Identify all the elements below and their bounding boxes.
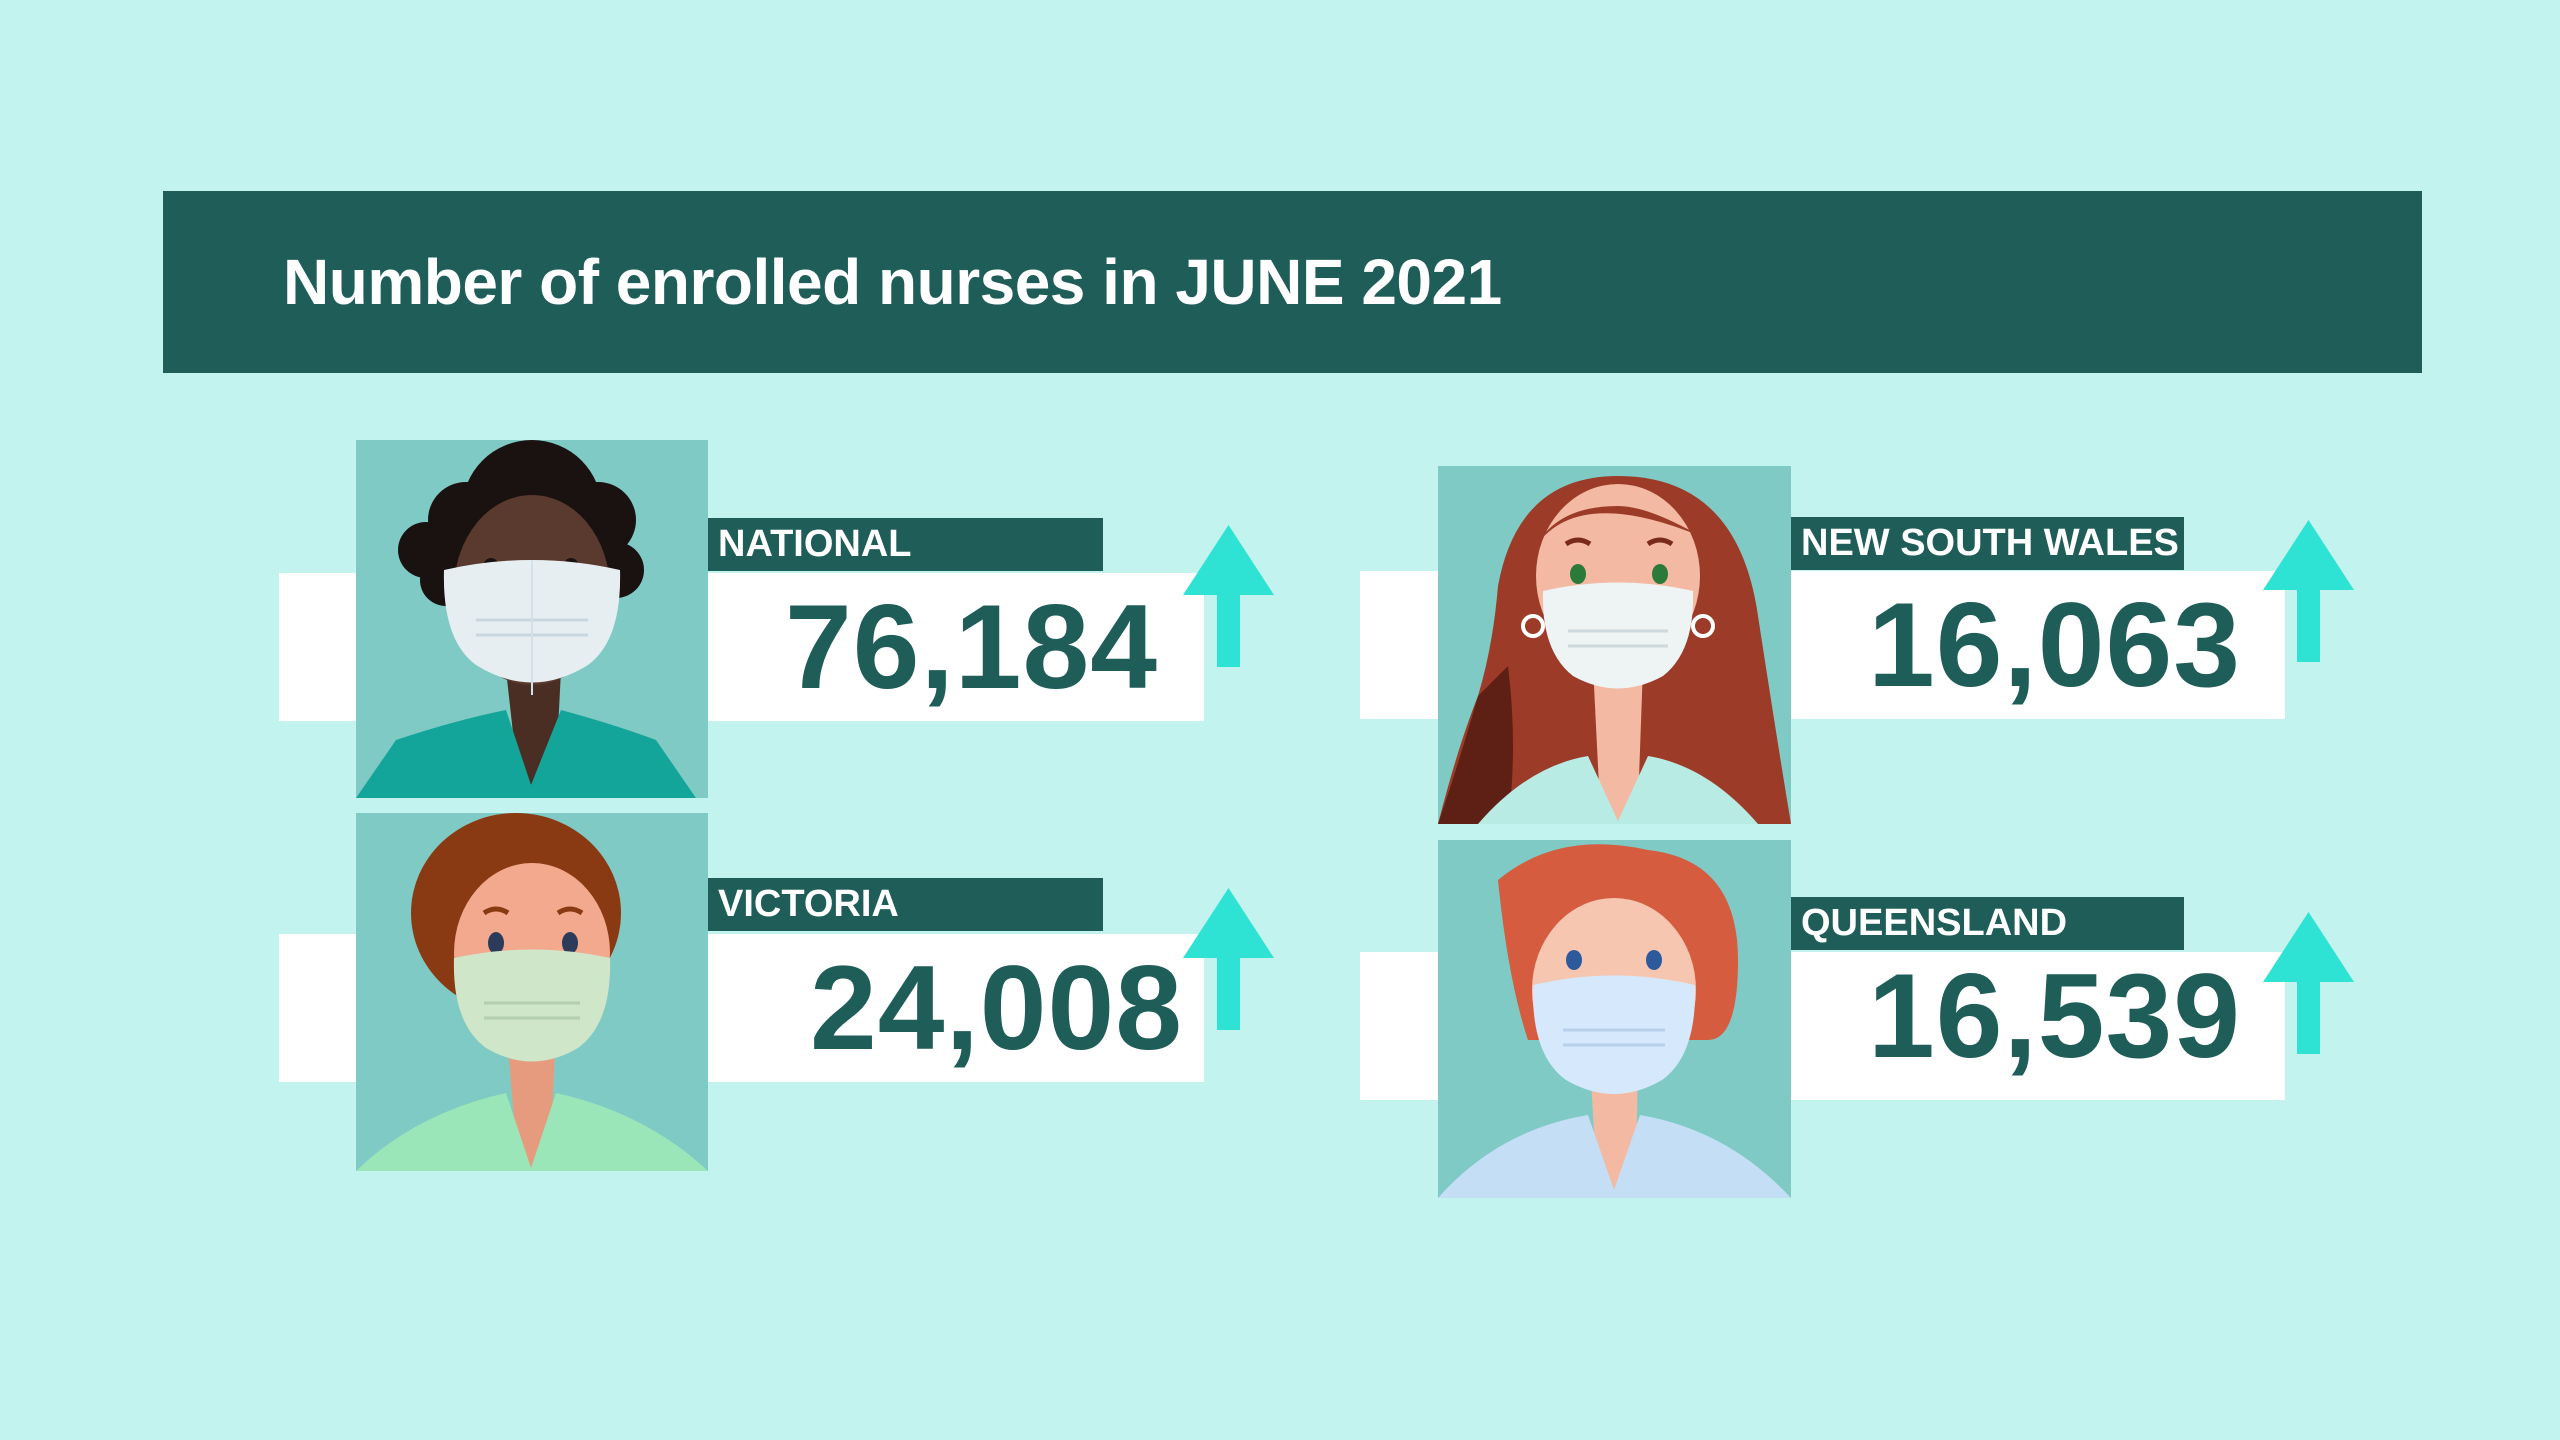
up-arrow-icon (2263, 520, 2354, 662)
stat-value: 16,539 (1867, 949, 2241, 1083)
stat-label: VICTORIA (708, 878, 1103, 931)
stat-label: QUEENSLAND (1791, 897, 2184, 950)
page-title: Number of enrolled nurses in JUNE 2021 (283, 246, 1502, 318)
up-arrow-icon (2263, 912, 2354, 1054)
stat-value: 76,184 (784, 580, 1158, 714)
up-arrow-icon (1183, 888, 1274, 1030)
stat-label: NEW SOUTH WALES (1791, 517, 2184, 570)
stat-value: 24,008 (809, 941, 1183, 1075)
nurse-portrait-avatar (1438, 466, 1791, 824)
nurse-portrait-avatar (356, 813, 708, 1171)
nurse-portrait-avatar (356, 440, 708, 798)
stat-label: NATIONAL (708, 518, 1103, 571)
title-banner: Number of enrolled nurses in JUNE 2021 (163, 191, 2422, 373)
nurse-portrait-avatar (1438, 840, 1791, 1198)
stat-value: 16,063 (1867, 578, 2241, 712)
up-arrow-icon (1183, 525, 1274, 667)
